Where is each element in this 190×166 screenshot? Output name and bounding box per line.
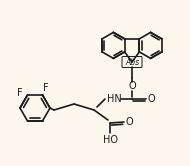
Text: F: F	[17, 88, 22, 98]
Text: F: F	[43, 83, 48, 93]
Text: O: O	[147, 94, 155, 104]
FancyBboxPatch shape	[122, 56, 142, 68]
Text: HN: HN	[107, 94, 121, 104]
Text: Abs: Abs	[125, 57, 139, 67]
Text: O: O	[125, 117, 133, 127]
Text: HO: HO	[102, 135, 117, 145]
Text: O: O	[128, 81, 136, 91]
